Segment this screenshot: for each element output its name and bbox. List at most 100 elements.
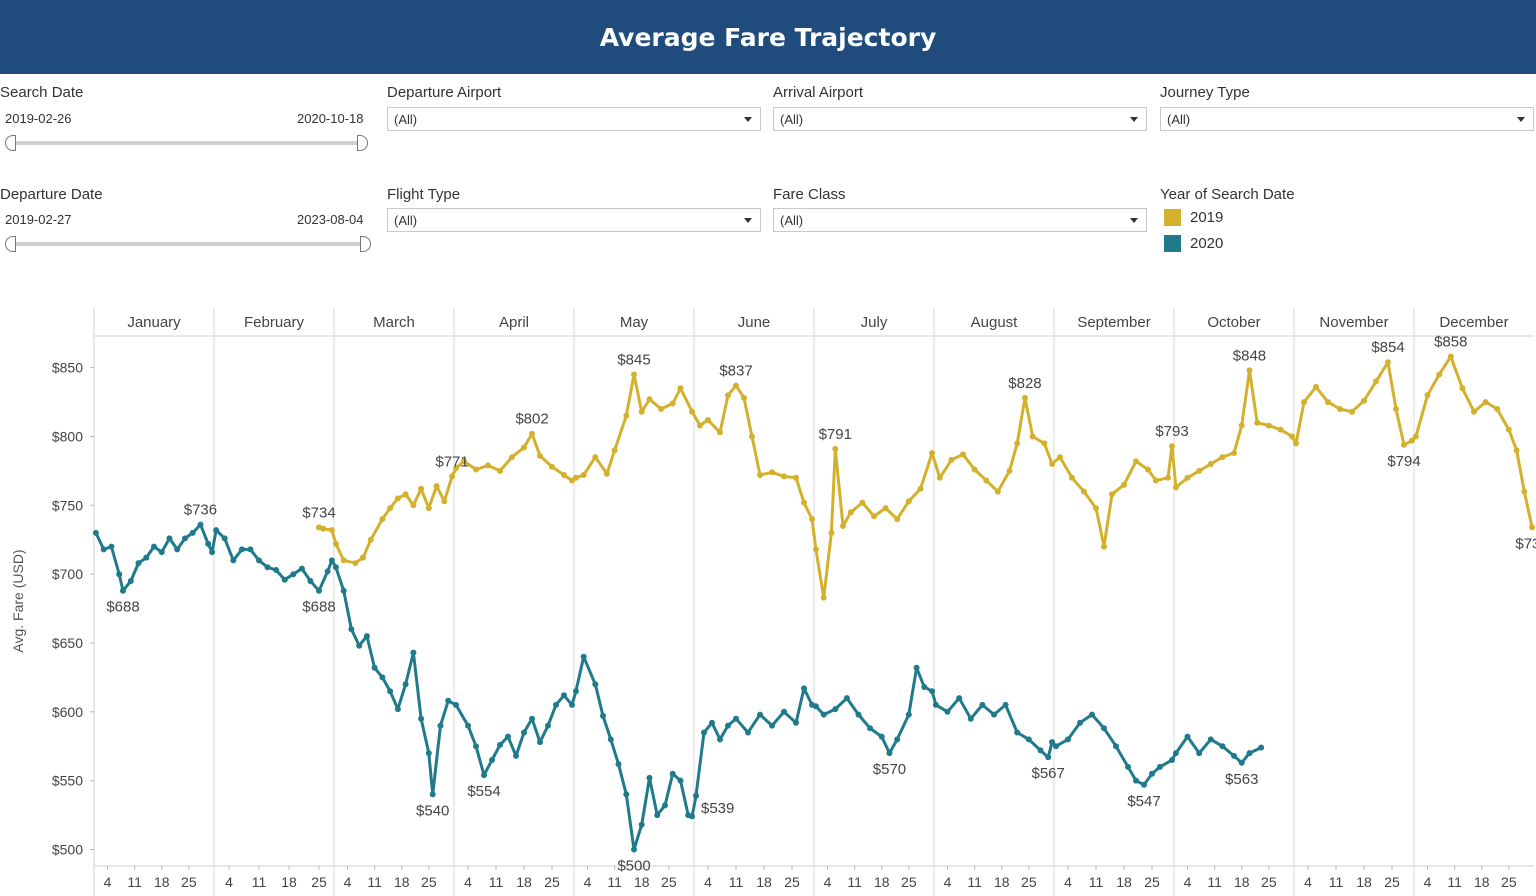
chevron-down-icon	[744, 117, 752, 122]
data-point-2019	[1041, 440, 1048, 447]
data-point-2019	[453, 465, 459, 472]
data-point-2020	[238, 546, 245, 553]
data-point-2019	[509, 454, 515, 461]
data-point-2020	[1037, 747, 1044, 754]
y-axis-title: Avg. Fare (USD)	[10, 549, 26, 652]
departure-airport-select[interactable]: (All)	[387, 107, 761, 131]
data-point-2020	[92, 529, 99, 536]
data-point-2020	[298, 565, 305, 572]
data-point-2019	[1482, 399, 1489, 406]
x-tick-label: 4	[464, 874, 472, 890]
data-point-2019	[1436, 371, 1443, 378]
data-point-2019	[820, 594, 827, 601]
data-point-2020	[843, 695, 850, 702]
data-point-2019	[757, 472, 763, 478]
data-point-2020	[979, 701, 986, 708]
x-tick-label: 11	[1207, 874, 1222, 890]
data-point-2020	[921, 684, 928, 690]
departure-date-slider-track[interactable]	[10, 242, 366, 246]
legend-item-2020[interactable]: 2020	[1164, 235, 1223, 252]
data-point-2020	[108, 543, 115, 550]
legend-swatch-2019	[1164, 209, 1181, 226]
data-point-2020	[1089, 711, 1095, 718]
data-point-2020	[1196, 750, 1203, 757]
series-line-2020	[94, 523, 1263, 851]
data-point-2020	[677, 777, 684, 784]
data-point-2019	[1494, 406, 1501, 412]
data-point-2020	[465, 722, 471, 729]
data-point-2019	[603, 470, 610, 477]
departure-date-end: 2023-08-04	[297, 212, 364, 227]
search-date-slider-track[interactable]	[10, 141, 366, 145]
journey-type-select[interactable]: (All)	[1160, 107, 1534, 131]
data-label-2019: $854	[1371, 339, 1404, 356]
data-point-2019	[394, 495, 401, 502]
month-header-label: November	[1319, 314, 1388, 331]
data-point-2019	[809, 516, 815, 523]
data-label-2020: $688	[106, 599, 139, 616]
data-point-2019	[689, 408, 696, 415]
data-point-2019	[840, 523, 846, 529]
data-point-2019	[1049, 461, 1056, 467]
data-point-2020	[379, 674, 386, 681]
search-date-end-handle[interactable]	[357, 135, 368, 151]
data-point-2019	[332, 540, 339, 547]
data-point-2019	[1265, 422, 1272, 429]
y-tick-label: $600	[52, 704, 83, 720]
data-point-2020	[127, 578, 134, 584]
flight-type-select[interactable]: (All)	[387, 208, 761, 232]
data-point-2020	[256, 557, 262, 564]
data-point-2020	[221, 535, 228, 542]
data-point-2020	[820, 711, 827, 718]
data-point-2020	[445, 697, 452, 704]
y-tick-label: $700	[52, 566, 83, 582]
x-tick-label: 25	[421, 874, 437, 890]
data-point-2020	[174, 546, 181, 553]
x-tick-label: 25	[784, 874, 800, 890]
data-point-2019	[948, 456, 955, 463]
data-point-2020	[932, 701, 939, 708]
data-point-2020	[580, 653, 587, 660]
data-point-2019	[1277, 426, 1284, 433]
x-tick-label: 25	[181, 874, 197, 890]
x-tick-label: 11	[1447, 874, 1462, 890]
data-point-2019	[1293, 440, 1299, 447]
x-tick-label: 18	[1116, 874, 1132, 890]
fare-class-select[interactable]: (All)	[773, 208, 1147, 232]
data-point-2020	[505, 733, 511, 740]
arrival-airport-select[interactable]: (All)	[773, 107, 1147, 131]
data-point-2020	[410, 649, 417, 656]
data-point-2019	[960, 451, 966, 458]
data-point-2019	[725, 392, 731, 399]
legend-item-2019[interactable]: 2019	[1164, 209, 1223, 226]
x-tick-label: 4	[1424, 874, 1432, 890]
month-header-label: September	[1077, 314, 1150, 331]
data-point-2020	[264, 564, 271, 571]
data-point-2019	[971, 466, 978, 473]
data-point-2020	[281, 576, 288, 583]
x-tick-label: 4	[344, 874, 352, 890]
data-point-2019	[882, 505, 889, 512]
search-date-start-handle[interactable]	[5, 135, 16, 151]
data-point-2019	[1471, 408, 1477, 415]
data-point-2019	[1289, 433, 1296, 440]
departure-date-end-handle[interactable]	[360, 236, 371, 252]
data-point-2019	[859, 499, 866, 506]
data-point-2019	[433, 483, 440, 490]
data-point-2020	[1077, 719, 1083, 726]
data-point-2019	[669, 400, 676, 407]
data-point-2019	[1121, 481, 1127, 488]
data-label-2020: $688	[302, 599, 335, 616]
data-point-2019	[1401, 441, 1407, 448]
data-point-2019	[1231, 450, 1237, 456]
month-header-label: June	[738, 314, 771, 331]
data-point-2019	[801, 499, 807, 506]
data-point-2019	[1373, 378, 1379, 385]
x-tick-label: 25	[1384, 874, 1400, 890]
data-point-2019	[549, 463, 555, 470]
data-point-2020	[867, 725, 874, 732]
data-point-2020	[247, 546, 254, 553]
departure-date-start-handle[interactable]	[5, 236, 16, 252]
data-point-2019	[1459, 385, 1466, 392]
departure-airport-value: (All)	[394, 111, 418, 127]
